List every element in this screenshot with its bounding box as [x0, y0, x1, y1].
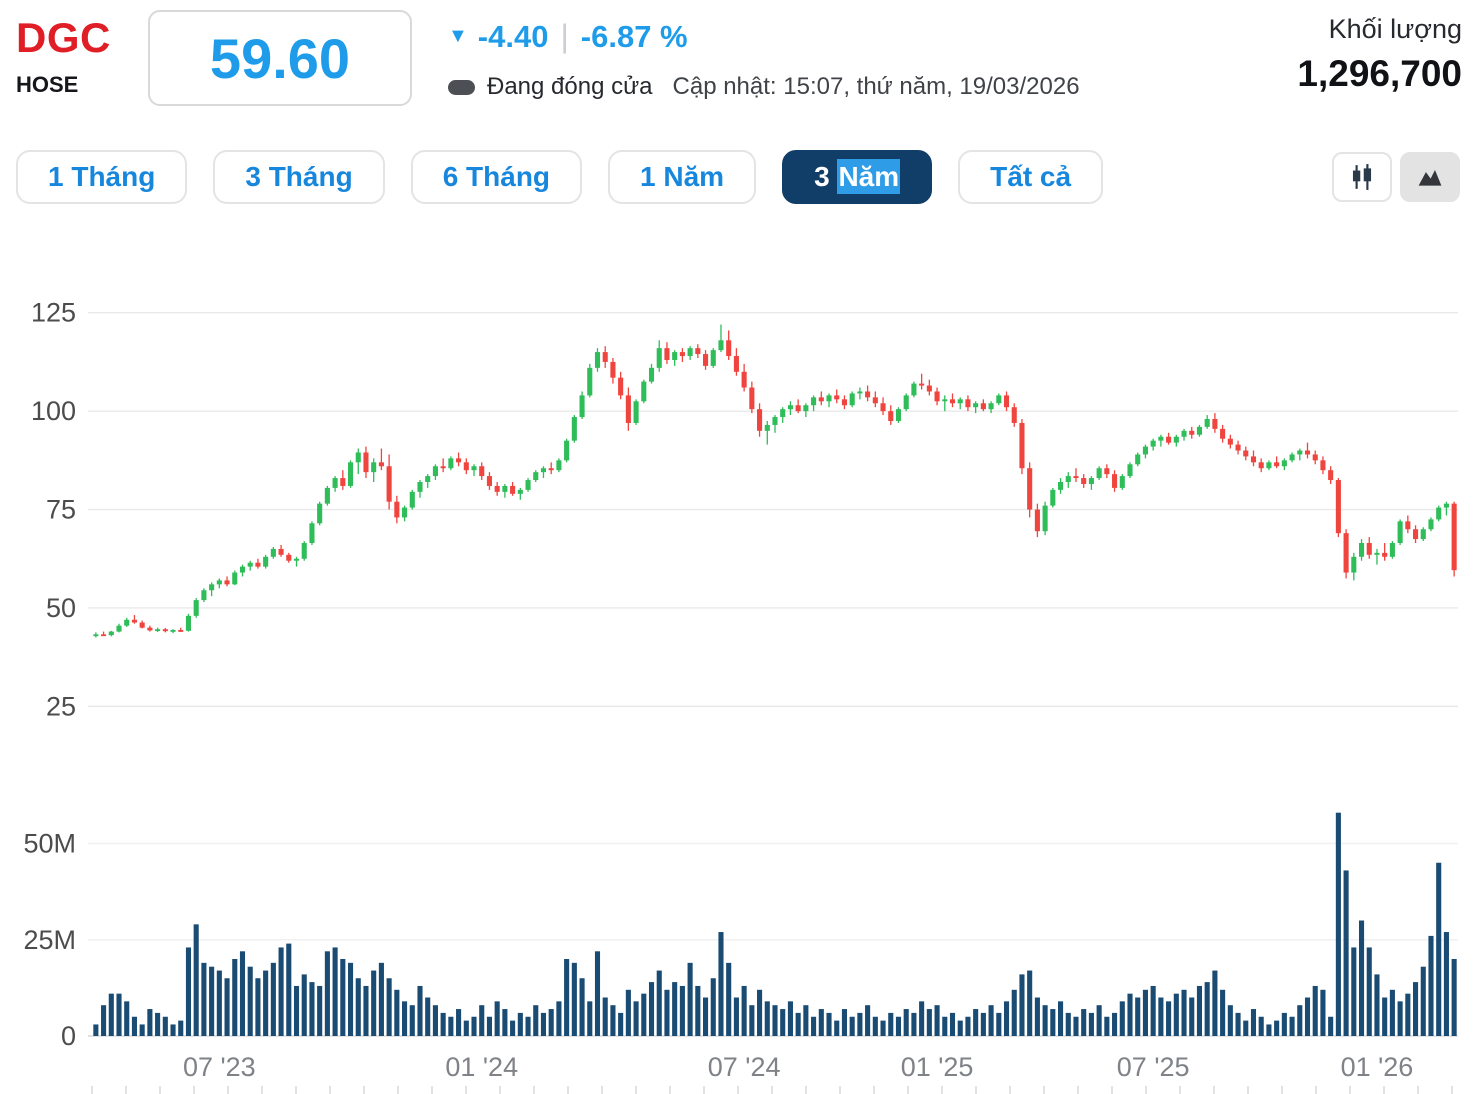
svg-text:07 '23: 07 '23	[183, 1052, 256, 1082]
candlestick-chart-button[interactable]	[1332, 152, 1392, 202]
svg-text:0: 0	[61, 1021, 76, 1051]
price-axis-labels: 125 100 75 50 25	[31, 298, 76, 722]
svg-text:50M: 50M	[23, 829, 76, 859]
change-separator: |	[560, 18, 569, 54]
down-triangle-icon: ▼	[448, 25, 468, 47]
exchange-label: HOSE	[16, 72, 79, 97]
last-price: 59.60	[209, 26, 351, 90]
svg-text:125: 125	[31, 298, 76, 328]
status-row: Đang đóng cửa Cập nhật: 15:07, thứ năm, …	[448, 73, 1080, 101]
price-gridlines	[88, 312, 1458, 708]
bottom-axis-ticks	[91, 1086, 1453, 1094]
range-tab-tat-ca[interactable]: Tất cả	[958, 150, 1104, 204]
toolbar: 1 Tháng 3 Tháng 6 Tháng 1 Năm 3 Năm Tất cả	[0, 150, 1484, 204]
volume-label: Khối lượng	[1328, 14, 1462, 44]
volume-bars	[93, 812, 1457, 1036]
price-box: 59.60	[148, 10, 412, 106]
range-tab-3-thang[interactable]: 3 Tháng	[213, 150, 385, 204]
area-chart-icon	[1418, 169, 1442, 186]
svg-text:100: 100	[31, 396, 76, 426]
range-tab-1-nam[interactable]: 1 Năm	[608, 150, 757, 204]
svg-text:07 '25: 07 '25	[1117, 1052, 1190, 1082]
price-change: -4.40	[477, 18, 549, 54]
area-chart-button[interactable]	[1400, 152, 1460, 202]
market-closed-icon	[448, 79, 475, 95]
range-tab-6-thang[interactable]: 6 Tháng	[410, 150, 583, 204]
selected-text-highlight: Năm	[837, 159, 901, 194]
volume-axis-labels: 50M 25M 0	[23, 829, 76, 1052]
volume-block: Khối lượng 1,296,700	[1297, 10, 1462, 95]
price-volume-chart[interactable]: 125 100 75 50 25 50M 25M 0 07 '23 01 '24 07 '24 01 …	[0, 224, 1484, 1094]
change-block: ▼ -4.40 | -6.87 % Đang đóng cửa Cập nhật…	[448, 10, 1080, 101]
price-change-percent: -6.87 %	[580, 18, 688, 54]
svg-text:01 '25: 01 '25	[901, 1052, 974, 1082]
x-axis-labels: 07 '23 01 '24 07 '24 01 '25 07 '25 01 '26	[183, 1052, 1413, 1082]
candles	[93, 324, 1457, 638]
svg-text:01 '26: 01 '26	[1341, 1052, 1414, 1082]
range-tabs: 1 Tháng 3 Tháng 6 Tháng 1 Năm 3 Năm Tất cả	[16, 150, 1104, 204]
range-tab-1-thang[interactable]: 1 Tháng	[16, 150, 188, 204]
range-tab-3-nam[interactable]: 3 Năm	[782, 150, 933, 204]
svg-text:75: 75	[46, 495, 76, 525]
chart-type-toggle	[1332, 152, 1460, 202]
svg-text:25M: 25M	[23, 925, 76, 955]
svg-text:01 '24: 01 '24	[445, 1052, 518, 1082]
last-updated-text: Cập nhật: 15:07, thứ năm, 19/03/2026	[672, 73, 1080, 100]
svg-text:50: 50	[46, 593, 76, 623]
ticker-symbol: DGC	[16, 14, 111, 61]
market-status-text: Đang đóng cửa	[487, 73, 653, 100]
ticker-block: DGC HOSE	[16, 10, 138, 98]
volume-value: 1,296,700	[1297, 53, 1462, 94]
header: DGC HOSE 59.60 ▼ -4.40 | -6.87 % Đang đó…	[0, 10, 1484, 106]
candlestick-icon	[1352, 164, 1372, 190]
svg-text:07 '24: 07 '24	[708, 1052, 781, 1082]
change-row: ▼ -4.40 | -6.87 %	[448, 18, 1080, 55]
svg-text:25: 25	[46, 691, 76, 721]
